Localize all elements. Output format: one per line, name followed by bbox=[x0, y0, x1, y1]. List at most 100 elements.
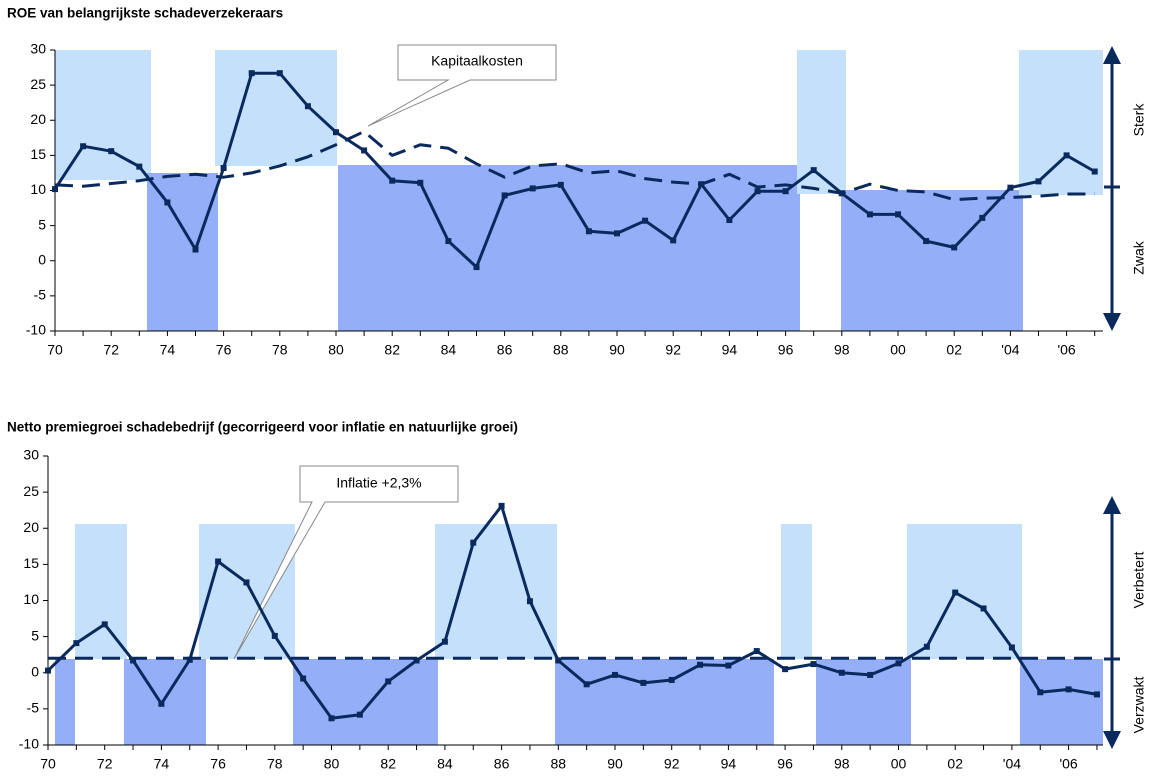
point bbox=[725, 662, 732, 669]
point bbox=[952, 589, 959, 596]
period-band bbox=[781, 524, 812, 659]
period-band bbox=[338, 165, 800, 331]
point bbox=[670, 237, 677, 244]
period-band bbox=[816, 659, 911, 745]
period-band bbox=[435, 524, 557, 659]
point bbox=[248, 70, 255, 77]
period-band bbox=[1019, 50, 1103, 195]
y-tick-label: 15 bbox=[23, 555, 39, 571]
x-tick-label: 90 bbox=[609, 342, 625, 358]
point bbox=[130, 657, 137, 664]
x-tick-label: 70 bbox=[40, 756, 56, 772]
point bbox=[215, 558, 222, 565]
point bbox=[642, 217, 649, 224]
point bbox=[1007, 184, 1014, 191]
x-tick-label: 80 bbox=[324, 756, 340, 772]
period-band bbox=[124, 659, 206, 745]
point bbox=[470, 539, 477, 546]
x-tick-label: 70 bbox=[47, 342, 63, 358]
x-tick-label: 98 bbox=[834, 756, 850, 772]
chart-title: Netto premiegroei schadebedrijf (gecorri… bbox=[7, 420, 518, 435]
x-tick-label: 76 bbox=[210, 756, 226, 772]
point bbox=[810, 661, 817, 668]
x-tick-label: 86 bbox=[494, 756, 510, 772]
annotation: Kapitaalkosten bbox=[431, 53, 523, 69]
point bbox=[356, 711, 363, 718]
series-line bbox=[46, 504, 1098, 720]
y-tick-label: 10 bbox=[30, 181, 46, 197]
point bbox=[810, 167, 817, 174]
point bbox=[413, 657, 420, 664]
point bbox=[979, 214, 986, 221]
y-tick-label: 5 bbox=[38, 216, 46, 232]
point bbox=[498, 502, 505, 509]
point bbox=[867, 671, 874, 678]
point bbox=[1063, 152, 1070, 159]
x-tick-label: 92 bbox=[665, 342, 681, 358]
point bbox=[1008, 644, 1015, 651]
x-tick-label: 92 bbox=[664, 756, 680, 772]
y-tick-label: 15 bbox=[30, 146, 46, 162]
x-tick-label: '04 bbox=[1003, 756, 1021, 772]
point bbox=[271, 632, 278, 639]
side-label: Verbetert bbox=[1131, 551, 1147, 608]
point bbox=[136, 163, 143, 170]
point bbox=[1065, 686, 1072, 693]
point bbox=[158, 700, 165, 707]
point bbox=[640, 679, 647, 686]
y-tick-label: 25 bbox=[30, 76, 46, 92]
point bbox=[441, 638, 448, 645]
y-tick-label: 20 bbox=[23, 519, 39, 535]
period-band bbox=[55, 50, 151, 180]
x-tick-label: 78 bbox=[272, 342, 288, 358]
point bbox=[385, 678, 392, 685]
y-tick-label: 30 bbox=[23, 447, 39, 463]
y-tick-label: -5 bbox=[34, 287, 47, 303]
side-label: Sterk bbox=[1131, 103, 1147, 137]
x-tick-label: '06 bbox=[1057, 342, 1075, 358]
point bbox=[923, 643, 930, 650]
point bbox=[501, 192, 508, 199]
x-tick-label: 88 bbox=[553, 342, 569, 358]
point bbox=[555, 657, 562, 664]
x-tick-label: 78 bbox=[267, 756, 283, 772]
point bbox=[80, 143, 87, 150]
period-band bbox=[147, 173, 218, 331]
point bbox=[276, 70, 283, 77]
x-tick-label: 96 bbox=[778, 342, 794, 358]
period-band bbox=[555, 659, 774, 745]
y-tick-label: 20 bbox=[30, 111, 46, 127]
point bbox=[220, 165, 227, 172]
point bbox=[328, 715, 335, 722]
point bbox=[895, 211, 901, 218]
point bbox=[526, 598, 533, 605]
point bbox=[951, 244, 958, 251]
point bbox=[45, 667, 51, 674]
y-tick-label: 0 bbox=[38, 251, 46, 267]
point bbox=[1091, 168, 1098, 175]
point bbox=[726, 217, 733, 224]
period-band bbox=[215, 50, 337, 166]
point bbox=[1093, 691, 1100, 698]
point bbox=[417, 179, 424, 186]
x-tick-label: 82 bbox=[384, 342, 400, 358]
point bbox=[361, 147, 368, 154]
point bbox=[333, 129, 339, 136]
period-band bbox=[1020, 659, 1103, 745]
period-band bbox=[293, 659, 438, 745]
point bbox=[52, 186, 58, 193]
series-line bbox=[53, 71, 1096, 269]
y-tick-label: -10 bbox=[26, 322, 46, 338]
callout bbox=[233, 465, 459, 660]
point bbox=[445, 238, 452, 245]
point bbox=[614, 230, 620, 237]
x-tick-label: 02 bbox=[947, 756, 963, 772]
point bbox=[73, 640, 80, 647]
period-band bbox=[55, 659, 75, 745]
chart-title: ROE van belangrijkste schadeverzekeraars bbox=[7, 6, 283, 21]
x-tick-label: 86 bbox=[497, 342, 513, 358]
x-tick-label: 74 bbox=[160, 342, 176, 358]
point bbox=[557, 181, 564, 188]
